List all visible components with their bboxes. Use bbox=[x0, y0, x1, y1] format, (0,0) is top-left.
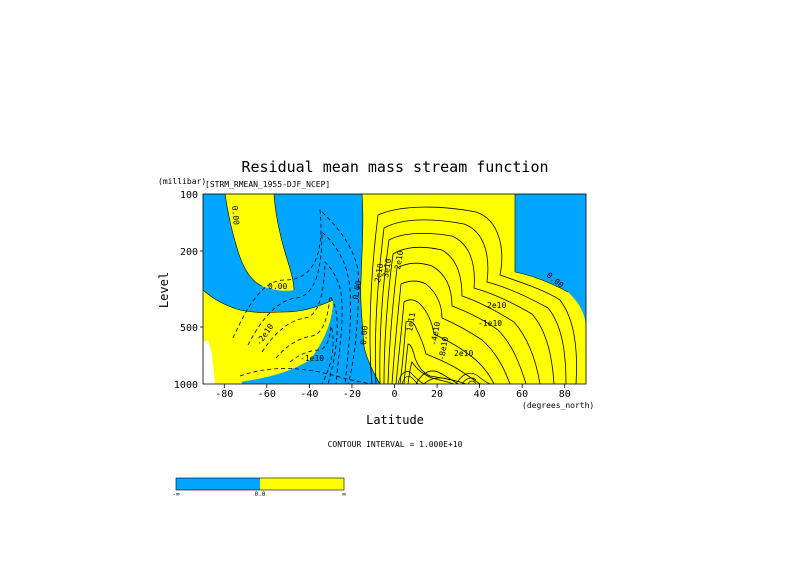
positive-region-tropics bbox=[360, 194, 586, 384]
contour-label: 0.00 bbox=[230, 205, 241, 225]
colorbar-label: 0.0 bbox=[255, 491, 266, 498]
x-tick-label: -40 bbox=[300, 389, 318, 400]
y-tick-label: 200 bbox=[180, 247, 198, 258]
contour-label: -4e10 bbox=[429, 321, 442, 346]
positive-region-sh-upper bbox=[203, 194, 294, 291]
positive-region-sh-lower bbox=[215, 360, 242, 384]
contour-label: 3e10 bbox=[381, 258, 393, 279]
y-tick-label: 1000 bbox=[174, 380, 198, 391]
contour-labels: 0.00 0.00 0.00 0.00 0.00 2e10 3e10 2e10 … bbox=[230, 205, 565, 363]
y-tick-label: 500 bbox=[180, 323, 198, 334]
chart-title: Residual mean mass stream function bbox=[241, 158, 548, 176]
x-tick-label: -60 bbox=[258, 389, 276, 400]
colorbar-label: -∞ bbox=[172, 491, 180, 498]
chart-subtitle: [STRM_RMEAN_1955-DJF_NCEP] bbox=[205, 180, 330, 189]
y-unit-label: (millibar) bbox=[158, 177, 206, 186]
contour-label: 2e10 bbox=[487, 301, 506, 310]
contour-label: 0.00 bbox=[359, 325, 370, 345]
contour-label: 0.00 bbox=[351, 280, 363, 301]
contour-label: -1e10 bbox=[478, 319, 502, 328]
y-axis-label: Level bbox=[157, 272, 171, 308]
contour-label: 2e10 bbox=[393, 250, 405, 271]
y-tick-label: 100 bbox=[180, 190, 198, 201]
colorbar-negative bbox=[176, 478, 260, 490]
positive-region-sh-mid bbox=[203, 290, 333, 384]
x-axis: -80 -60 -40 -20 0 20 40 60 80 (degrees_north) La… bbox=[215, 384, 594, 427]
contour-label: 1e11 bbox=[405, 312, 417, 333]
surface-contours bbox=[397, 371, 491, 384]
contour-label: 0.00 bbox=[268, 282, 287, 291]
negative-contours bbox=[232, 208, 373, 384]
y-axis: 100 200 500 1000 Level bbox=[157, 190, 203, 391]
zero-contours bbox=[203, 194, 569, 384]
colorbar-label: ∞ bbox=[342, 491, 346, 498]
x-axis-label: Latitude bbox=[366, 413, 424, 427]
contour-interval-text: CONTOUR INTERVAL = 1.000E+10 bbox=[328, 440, 463, 449]
contour-label: -8e10 bbox=[437, 336, 450, 361]
contour-label: 2e10 bbox=[373, 263, 385, 284]
x-tick-label: -80 bbox=[215, 389, 233, 400]
colorbar-positive bbox=[260, 478, 344, 490]
x-tick-label: 80 bbox=[559, 389, 571, 400]
x-tick-label: -20 bbox=[343, 389, 361, 400]
x-tick-label: 40 bbox=[474, 389, 486, 400]
contour-label: -1e10 bbox=[300, 354, 324, 363]
contour-label: 2e10 bbox=[454, 349, 473, 358]
missing-region bbox=[203, 340, 215, 384]
x-unit-label: (degrees_north) bbox=[522, 401, 594, 410]
x-tick-label: 20 bbox=[431, 389, 443, 400]
x-tick-label: 0 bbox=[391, 389, 397, 400]
colorbar: -∞ 0.0 ∞ bbox=[172, 477, 346, 498]
x-tick-label: 60 bbox=[516, 389, 528, 400]
plot-area bbox=[203, 194, 586, 384]
